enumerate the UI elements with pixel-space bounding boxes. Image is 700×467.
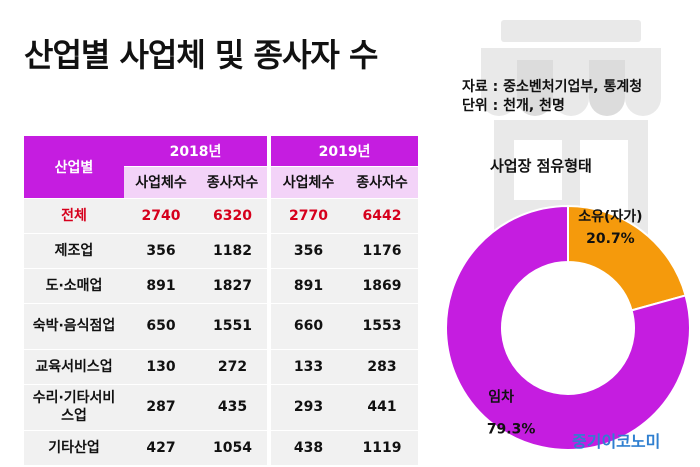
- row-label: 숙박·음식점업: [24, 303, 124, 350]
- row-label: 전체: [24, 198, 124, 234]
- cell: 2740: [124, 198, 198, 234]
- cell: 1176: [346, 233, 419, 269]
- row-label: 도·소매업: [24, 268, 124, 304]
- slice-value-label: 79.3%: [487, 421, 536, 437]
- table-row: 기타산업 427 1054 438 1119: [24, 430, 419, 466]
- donut-slice: [445, 204, 691, 451]
- chart-title: 사업장 점유형태: [490, 157, 592, 175]
- cell: 1054: [198, 430, 270, 466]
- sub-header: 종사자수: [198, 166, 270, 199]
- table-row: 숙박·음식점업 650 1551 660 1553: [24, 303, 419, 350]
- cell: 650: [124, 303, 198, 350]
- cell: 891: [124, 268, 198, 304]
- cell: 1869: [346, 268, 419, 304]
- cell: 6442: [346, 198, 419, 234]
- cell: 441: [346, 384, 419, 431]
- row-label: 교육서비스업: [24, 349, 124, 385]
- cell: 435: [198, 384, 270, 431]
- sub-header: 사업체수: [267, 166, 347, 199]
- source-note: 자료 : 중소벤처기업부, 통계청 단위 : 천개, 천명: [462, 78, 642, 116]
- cell: 133: [267, 349, 347, 385]
- slice-name-label: 소유(자가): [578, 209, 642, 225]
- cell: 293: [267, 384, 347, 431]
- cell: 1182: [198, 233, 270, 269]
- table-row: 제조업 356 1182 356 1176: [24, 233, 419, 269]
- cell: 287: [124, 384, 198, 431]
- cell: 6320: [198, 198, 270, 234]
- year-header-2019: 2019년: [267, 136, 419, 167]
- table-row: 교육서비스업 130 272 133 283: [24, 349, 419, 385]
- cell: 1553: [346, 303, 419, 350]
- page-title: 산업별 사업체 및 종사자 수: [24, 36, 378, 74]
- year-header-2018: 2018년: [124, 136, 270, 167]
- cell: 283: [346, 349, 419, 385]
- source-line: 자료 : 중소벤처기업부, 통계청: [462, 79, 643, 95]
- sub-header: 종사자수: [346, 166, 419, 199]
- slice-value-label: 20.7%: [586, 231, 635, 247]
- cell: 272: [198, 349, 270, 385]
- table-row: 도·소매업 891 1827 891 1869: [24, 268, 419, 304]
- ownership-donut-chart: 소유(자가) 20.7% 임차 79.3%: [445, 204, 691, 451]
- table-row: 전체 2740 6320 2770 6442: [24, 198, 419, 234]
- cell: 130: [124, 349, 198, 385]
- cell: 2770: [267, 198, 347, 234]
- cell: 356: [124, 233, 198, 269]
- cell: 660: [267, 303, 347, 350]
- cell: 1119: [346, 430, 419, 466]
- row-label: 기타산업: [24, 430, 124, 466]
- cell: 356: [267, 233, 347, 269]
- row-label: 수리·기타서비스업: [24, 384, 124, 431]
- unit-line: 단위 : 천개, 천명: [462, 98, 565, 114]
- cell: 427: [124, 430, 198, 466]
- category-header: 산업별: [24, 136, 124, 199]
- table-row: 수리·기타서비스업 287 435 293 441: [24, 384, 419, 431]
- row-label: 제조업: [24, 233, 124, 269]
- brand-logo: 중기이코노미: [572, 432, 661, 451]
- cell: 891: [267, 268, 347, 304]
- donut-slice: [567, 204, 687, 312]
- cell: 1827: [198, 268, 270, 304]
- cell: 1551: [198, 303, 270, 350]
- industry-table: 산업별 2018년 2019년 사업체수 종사자수 사업체수 종사자수 전체 2…: [24, 136, 419, 466]
- sub-header: 사업체수: [124, 166, 198, 199]
- slice-name-label: 임차: [488, 389, 514, 405]
- cell: 438: [267, 430, 347, 466]
